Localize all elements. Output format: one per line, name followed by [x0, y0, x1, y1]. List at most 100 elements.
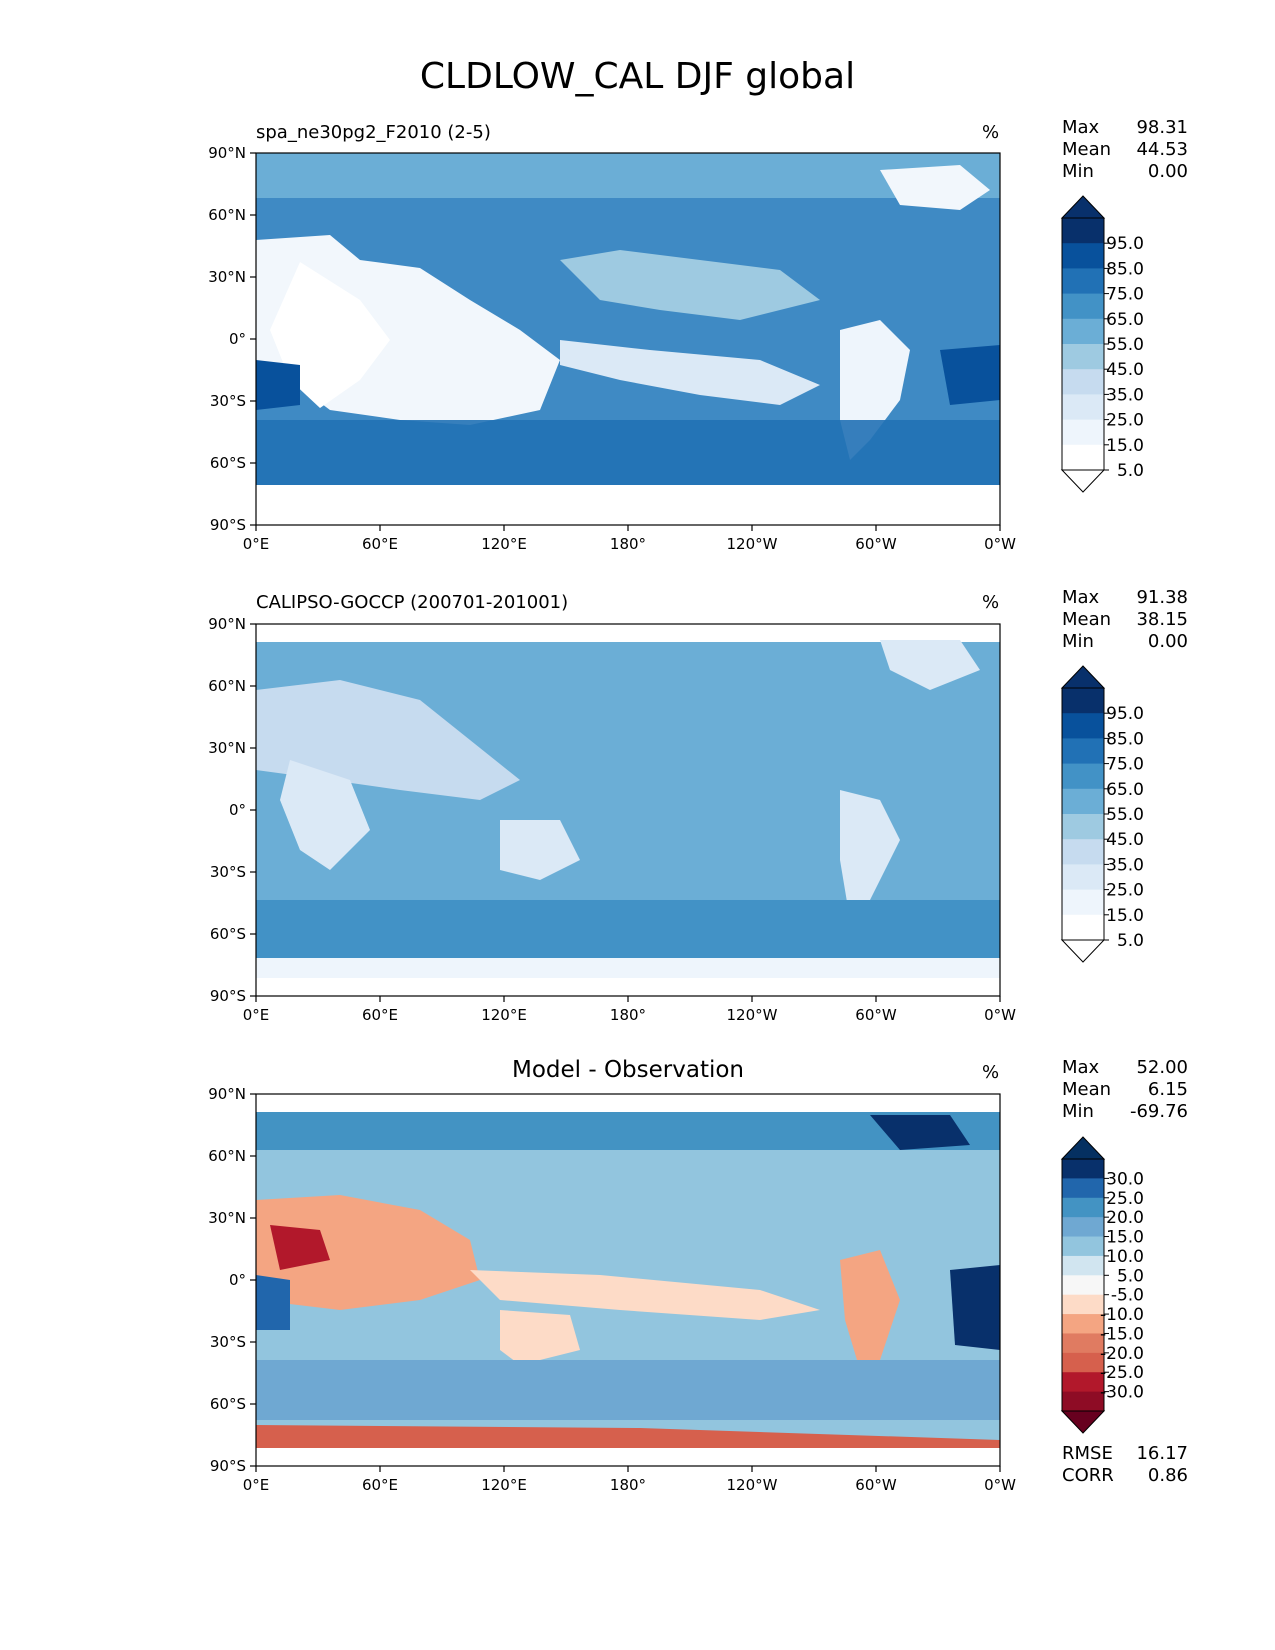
colorbar-segment [1062, 864, 1104, 891]
se-pacific-strong-positive [950, 1265, 1000, 1350]
axis-ticks-layer: 90°N60°N30°N0°30°S60°S90°S0°E 60°E 120°E 18… [208, 144, 1016, 1494]
colorbar-segment [1062, 914, 1104, 941]
lat-tick-label: 60°S [210, 1395, 246, 1413]
africa-low-cloud [280, 760, 370, 870]
lat-tick-label: 30°S [210, 863, 246, 881]
colorbar-tick-label: 25.0 [1106, 411, 1144, 431]
colorbar-panel-1: 95.0 85.0 75.0 65.0 55.0 45.0 35.0 25.0 15.0 5.0 [1060, 195, 1144, 493]
colorbar-tick-label: -30.0 [1100, 1383, 1144, 1403]
se-pacific-stratocumulus [940, 345, 1000, 405]
stat-rmse: RMSE 16.17 [1062, 1443, 1188, 1464]
panel-2-title: CALIPSO-GOCCP (200701-201001) [256, 592, 569, 613]
panel-2-units: % [982, 592, 1000, 613]
colorbar-tick-label: 35.0 [1106, 385, 1144, 405]
colorbar-frame [1061, 1158, 1105, 1412]
lon-tick-label: 180° [610, 1006, 646, 1024]
colorbar-extend-min [1060, 1410, 1106, 1434]
lon-tick-label: 120°E [481, 1476, 527, 1494]
lon-tick-label: 120°W [727, 1006, 778, 1024]
colorbar-tick-label: 15.0 [1106, 906, 1144, 926]
stat-mean: Mean 38.15 [1062, 609, 1188, 630]
colorbar-tick-label: -15.0 [1100, 1324, 1144, 1344]
colorbar-segment [1062, 1217, 1104, 1238]
stat-mean: Mean 44.53 [1062, 139, 1188, 160]
lat-tick-label: 30°S [210, 1333, 246, 1351]
lon-tick-label: 0°W [984, 535, 1016, 553]
lat-tick-label: 30°S [210, 392, 246, 410]
colorbar-tick-label: 35.0 [1106, 855, 1144, 875]
colorbar-tick-label: 75.0 [1106, 285, 1144, 305]
colorbar-tick-label: 5.0 [1117, 931, 1144, 951]
lat-tick-label: 60°N [208, 1147, 246, 1165]
lon-tick-label: 60°E [362, 535, 398, 553]
lon-tick-label: 60°W [855, 1006, 897, 1024]
colorbar-segment [1062, 394, 1104, 421]
lat-tick-label: 60°N [208, 206, 246, 224]
greenland-clear [880, 165, 990, 210]
colorbar-tick-label: 65.0 [1106, 780, 1144, 800]
panel-1-title: spa_ne30pg2_F2010 (2-5) [256, 122, 491, 143]
colorbar-segment [1062, 268, 1104, 295]
arctic-band [256, 153, 1000, 198]
stat-max: Max 52.00 [1062, 1057, 1188, 1078]
southern-ocean-band [256, 420, 1000, 485]
colorbar-panel-2: 95.0 85.0 75.0 65.0 55.0 45.0 35.0 25.0 15.0 5.0 [1060, 665, 1144, 963]
se-atlantic-positive [256, 1275, 290, 1330]
panel-2-stats: Max 91.38 Mean 38.15 Min 0.00 [1062, 587, 1188, 653]
stat-mean: Mean 6.15 [1062, 1079, 1188, 1100]
colorbar-tick-label: 15.0 [1106, 436, 1144, 456]
colorbar-segment [1062, 293, 1104, 320]
colorbar-panel-3: 30.025.020.015.010.05.0-5.0-10.0-15.0-20… [1060, 1136, 1144, 1434]
south-america-low-cloud [840, 790, 900, 920]
lon-tick-label: 120°W [727, 1476, 778, 1494]
lon-tick-label: 0°W [984, 1006, 1016, 1024]
colorbar-segment [1062, 688, 1104, 714]
figure-title: CLDLOW_CAL DJF global [419, 56, 856, 97]
australia-negative [500, 1310, 580, 1365]
colorbar-segment [1062, 763, 1104, 790]
antarctic-negative-band [256, 1425, 1000, 1448]
lon-tick-label: 60°W [855, 1476, 897, 1494]
colorbar-segment [1062, 1314, 1104, 1334]
colorbar-tick-label: 15.0 [1106, 1228, 1144, 1248]
colorbar-tick-label: 10.0 [1106, 1247, 1144, 1267]
colorbar-segment [1062, 243, 1104, 269]
colorbar-segment [1062, 1197, 1104, 1218]
colorbar-tick-label: 25.0 [1106, 1189, 1144, 1209]
lat-tick-label: 30°N [208, 268, 246, 286]
lon-tick-label: 60°W [855, 535, 897, 553]
colorbar-segment [1062, 814, 1104, 840]
lon-tick-label: 0°E [243, 1006, 270, 1024]
colorbar-segment [1062, 1236, 1104, 1257]
lat-tick-label: 90°S [210, 1457, 246, 1475]
colorbar-segment [1062, 1275, 1104, 1296]
stat-min: Min 0.00 [1062, 161, 1188, 182]
lat-tick-label: 60°S [210, 454, 246, 472]
stat-min: Min -69.76 [1062, 1101, 1188, 1122]
colorbar-segment [1062, 1372, 1104, 1393]
panel-3-title: Model - Observation [511, 1057, 745, 1083]
lon-tick-label: 0°E [243, 1476, 270, 1494]
colorbar-tick-label: 55.0 [1106, 335, 1144, 355]
colorbar-tick-label: -5.0 [1111, 1286, 1144, 1306]
colorbar-tick-label: 55.0 [1106, 805, 1144, 825]
panel-2-map [255, 623, 1001, 997]
colorbar-segment [1062, 1255, 1104, 1276]
sahara-strong-negative [270, 1225, 330, 1270]
equatorial-pacific-band [560, 340, 820, 405]
colorbar-segment [1062, 444, 1104, 471]
lat-tick-label: 90°N [208, 1085, 246, 1103]
colorbar-segment [1062, 369, 1104, 395]
lat-tick-label: 90°N [208, 144, 246, 162]
colorbar-segment [1062, 1333, 1104, 1354]
stat-max: Max 91.38 [1062, 587, 1188, 608]
lon-tick-label: 180° [610, 1476, 646, 1494]
lat-tick-label: 90°S [210, 516, 246, 534]
lat-tick-label: 60°S [210, 925, 246, 943]
colorbars-layer: 95.085.075.065.055.045.035.025.015.05.09… [1060, 195, 1144, 1434]
southern-ocean-band [256, 900, 1000, 960]
lat-tick-label: 0° [229, 330, 246, 348]
panel-3-map [255, 1093, 1001, 1467]
colorbar-tick-label: -10.0 [1100, 1305, 1144, 1325]
